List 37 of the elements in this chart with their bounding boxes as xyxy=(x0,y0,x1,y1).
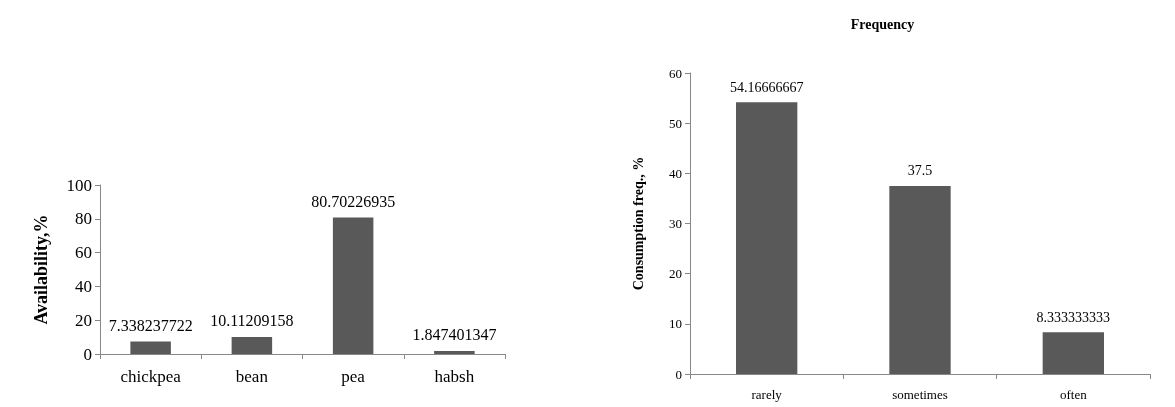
y-tick-label: 10 xyxy=(669,316,682,332)
data-label: 80.70226935 xyxy=(311,193,396,211)
bar xyxy=(332,217,374,354)
y-tick-label: 80 xyxy=(75,209,92,229)
data-label: 8.333333333 xyxy=(1036,309,1111,325)
bar xyxy=(889,185,951,374)
y-tick-label: 0 xyxy=(675,366,682,382)
y-tick-label: 0 xyxy=(83,344,92,364)
data-label: 10.11209158 xyxy=(210,312,294,330)
y-tick-label: 20 xyxy=(75,310,92,330)
y-tick-label: 50 xyxy=(669,115,682,131)
bar xyxy=(736,102,798,374)
y-tick-label: 40 xyxy=(669,165,682,181)
x-tick-label: chickpea xyxy=(120,367,182,386)
x-tick-label: habsh xyxy=(434,367,475,386)
y-tick-label: 20 xyxy=(669,266,682,282)
data-label: 54.16666667 xyxy=(729,79,804,95)
chart-title: Frequency xyxy=(850,16,915,32)
y-axis-title: Consumption freq., % xyxy=(630,156,646,291)
y-tick-label: 60 xyxy=(669,65,682,81)
bar xyxy=(130,341,171,354)
bar xyxy=(434,350,475,354)
bar xyxy=(1042,332,1104,374)
data-label: 37.5 xyxy=(907,163,933,179)
y-axis-title: Availability,% xyxy=(31,214,51,325)
x-tick-label: often xyxy=(1059,387,1088,402)
x-tick-label: bean xyxy=(235,367,269,386)
x-tick-label: pea xyxy=(341,367,366,386)
bar xyxy=(231,336,273,354)
data-label: 1.847401347 xyxy=(412,326,497,344)
x-tick-label: sometimes xyxy=(892,387,948,402)
y-tick-label: 100 xyxy=(66,175,92,195)
x-tick-label: rarely xyxy=(751,387,783,402)
y-tick-label: 30 xyxy=(669,216,682,231)
data-label: 7.338237722 xyxy=(108,317,193,335)
y-tick-label: 40 xyxy=(75,276,92,296)
y-tick-label: 60 xyxy=(75,243,92,263)
